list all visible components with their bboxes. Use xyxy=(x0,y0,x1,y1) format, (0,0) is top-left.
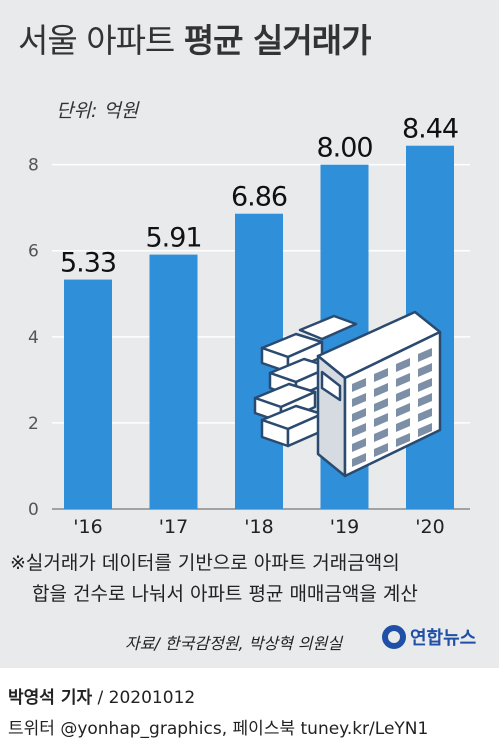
building-window xyxy=(396,373,410,387)
footnote: ※실거래가 데이터를 기반으로 아파트 거래금액의 합을 건수로 나눠서 아파트… xyxy=(10,548,490,610)
byline: 박영석 기자 / 20201012 xyxy=(8,683,195,708)
y-tick-label: 4 xyxy=(28,328,39,348)
building-window xyxy=(352,408,366,422)
building-window xyxy=(374,368,388,382)
building-window xyxy=(396,358,410,372)
chart-title: 서울 아파트 평균 실거래가 xyxy=(18,14,372,62)
bar-1 xyxy=(149,254,198,509)
building-window xyxy=(396,418,410,432)
x-tick-label: '20 xyxy=(415,516,444,538)
bar-chart: 0 2 4 6 8 xyxy=(28,114,470,538)
footnote-line-1: ※실거래가 데이터를 기반으로 아파트 거래금액의 xyxy=(10,552,400,574)
x-tick-label: '16 xyxy=(73,516,102,538)
y-tick-label: 6 xyxy=(28,242,39,262)
value-label: 8.00 xyxy=(316,133,372,164)
y-tick-label: 0 xyxy=(28,500,39,520)
value-label: 6.86 xyxy=(231,182,287,213)
building-window xyxy=(418,408,432,422)
byline-separator: / xyxy=(92,688,109,708)
value-labels: 5.33 5.91 6.86 8.00 8.44 xyxy=(60,114,459,279)
value-label: 8.44 xyxy=(402,114,458,145)
y-tick-label: 2 xyxy=(28,414,39,434)
chart-panel: 서울 아파트 평균 실거래가 0 2 4 6 8 xyxy=(0,0,499,668)
building-window xyxy=(396,433,410,447)
logo-text: 연합뉴스 xyxy=(410,628,477,649)
building-window xyxy=(418,348,432,362)
building-window xyxy=(352,393,366,407)
building-window xyxy=(374,413,388,427)
building-window xyxy=(374,383,388,397)
building-window xyxy=(418,363,432,377)
y-tick-label: 8 xyxy=(28,156,39,176)
bar-0 xyxy=(64,279,112,509)
footnote-line-2: 합을 건수로 나눠서 아파트 평균 매매금액을 계산 xyxy=(32,583,418,605)
byline-date: 20201012 xyxy=(108,688,196,708)
building-window xyxy=(352,378,366,392)
yonhap-logo: 연합뉴스 xyxy=(382,622,476,652)
social-links: 트위터 @yonhap_graphics, 페이스북 tuney.kr/LeYN… xyxy=(8,719,429,739)
y-axis-ticks: 0 2 4 6 8 xyxy=(28,156,39,520)
x-tick-label: '18 xyxy=(244,516,273,538)
building-window xyxy=(396,403,410,417)
x-axis-labels: '16 '17 '18 '19 '20 xyxy=(73,516,444,538)
value-label: 5.33 xyxy=(60,248,116,279)
building-window xyxy=(352,453,366,467)
building-window xyxy=(374,398,388,412)
building-window xyxy=(418,378,432,392)
x-tick-label: '17 xyxy=(159,516,188,538)
building-window xyxy=(418,423,432,437)
x-tick-label: '19 xyxy=(330,516,359,538)
source-text: 자료/ 한국감정원, 박상혁 의원실 xyxy=(125,634,343,653)
apartment-buildings-icon xyxy=(253,310,442,478)
title-bold: 평균 실거래가 xyxy=(183,21,372,60)
building-window xyxy=(374,443,388,457)
building-window xyxy=(396,388,410,402)
value-label: 5.91 xyxy=(145,223,201,254)
reporter-name: 박영석 기자 xyxy=(8,688,93,708)
title-light: 서울 아파트 xyxy=(18,21,175,60)
building-window xyxy=(352,423,366,437)
yonhap-logo-icon xyxy=(382,625,406,649)
unit-label: 단위: 억원 xyxy=(56,100,139,122)
building-window xyxy=(418,393,432,407)
building-window xyxy=(352,438,366,452)
building-window xyxy=(374,428,388,442)
